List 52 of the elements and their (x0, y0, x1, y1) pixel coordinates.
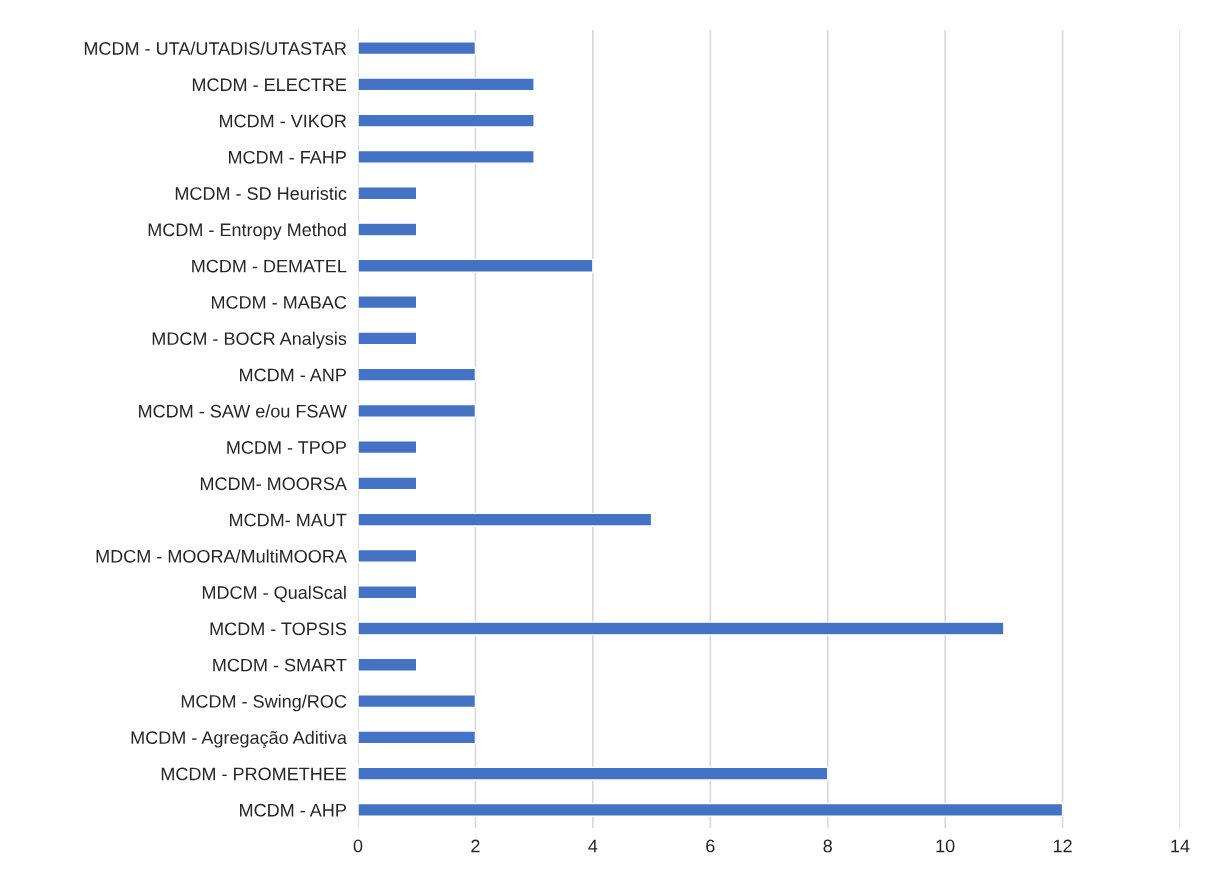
bar (358, 730, 477, 745)
y-tick-label: MDCM - BOCR Analysis (152, 331, 347, 349)
bar (358, 367, 477, 382)
y-tick-label: MCDM - DEMATEL (192, 259, 347, 273)
y-tick-label: MCDM - AHP (240, 803, 346, 817)
y-tick-label: MCDM - MABAC (211, 295, 347, 309)
y-tick-label: MCDM - VIKOR (219, 114, 347, 128)
y-tick-label: MCDM - FAHP (229, 150, 346, 164)
bar (358, 440, 418, 455)
x-tick-label: 6 (706, 839, 715, 853)
bar (358, 113, 535, 128)
bar (358, 621, 1005, 636)
x-tick-label: 14 (1171, 839, 1190, 853)
bar (358, 802, 1064, 817)
bar (358, 331, 418, 346)
bar (358, 476, 418, 491)
bar (358, 766, 829, 781)
y-tick-label: MCDM - SMART (213, 658, 347, 672)
y-tick-label: MCDM - Swing/ROC (181, 694, 347, 712)
bar (358, 403, 477, 418)
bar (358, 149, 535, 164)
y-tick-label: MCDM - ANP (240, 368, 346, 382)
y-tick-label: MDCM - MOORA/MultiMOORA (96, 549, 347, 563)
x-tick-label: 4 (588, 839, 598, 853)
bar (358, 77, 535, 92)
bar (358, 222, 418, 237)
bar (358, 585, 418, 600)
bar (358, 548, 418, 563)
y-tick-label: MDCM - QualScal (202, 585, 346, 603)
y-tick-label: MCDM - UTA/UTADIS/UTASTAR (84, 41, 347, 55)
x-tick-label: 10 (936, 839, 955, 853)
x-tick-label: 12 (1053, 839, 1072, 853)
y-tick-label: MCDM- MOORSA (200, 477, 347, 491)
y-tick-label: MCDM - PROMETHEE (161, 767, 347, 781)
y-tick-label: MCDM - SAW e/ou FSAW (139, 404, 347, 418)
bar (358, 258, 594, 273)
y-tick-label: MCDM - TOPSIS (210, 622, 347, 636)
bar (358, 186, 418, 201)
x-tick-label: 0 (353, 839, 363, 853)
y-tick-label: MCDM - ELECTRE (192, 78, 347, 92)
bar (358, 657, 418, 672)
bar (358, 694, 477, 709)
x-tick-label: 8 (823, 839, 832, 853)
y-tick-label: MCDM - SD Heuristic (175, 186, 347, 200)
bar (358, 41, 477, 56)
y-tick-label: MCDM- MAUT (230, 513, 347, 527)
x-tick-label: 2 (471, 839, 480, 853)
y-tick-label: MCDM - TPOP (227, 441, 346, 454)
bar (358, 512, 653, 527)
y-tick-label: MCDM - Entropy Method (148, 222, 346, 240)
bar (358, 295, 418, 310)
y-tick-label: MCDM - Agregação Aditiva (131, 730, 347, 748)
